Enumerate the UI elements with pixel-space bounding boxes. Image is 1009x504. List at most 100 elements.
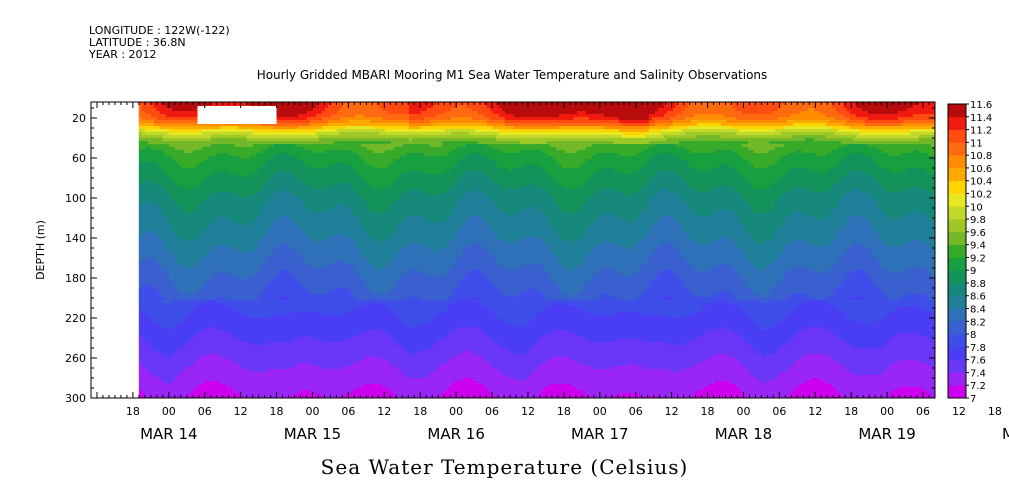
- colorbar-swatch: [948, 282, 966, 297]
- x-date-label: MAR 15: [284, 425, 341, 443]
- colorbar-tick-label: 10: [970, 202, 983, 213]
- colorbar-tick-label: 8.8: [970, 279, 986, 290]
- year-label: YEAR : 2012: [89, 49, 157, 61]
- colorbar-tick-label: 10.4: [970, 177, 992, 188]
- longitude-label: LONGITUDE : 122W(-122): [89, 25, 230, 37]
- colorbar-tick-label: 11.4: [970, 113, 992, 124]
- x-hour-tick-label: 00: [305, 405, 319, 418]
- x-hour-tick-label: 06: [485, 405, 499, 418]
- x-date-label: MAR 18: [715, 425, 772, 443]
- colorbar-tick-label: 8.6: [970, 292, 986, 303]
- colorbar-tick-label: 9.4: [970, 241, 986, 252]
- colorbar-swatch: [948, 180, 966, 194]
- colorbar-swatch: [948, 385, 966, 399]
- x-ticks: 18 00 06 12 18 00 06 12 18 00 06 12 18 00 06 12 18 00 06 12…: [90, 102, 1009, 443]
- colorbar-tick-label: 7.2: [970, 381, 986, 392]
- x-hour-tick-label: 12: [665, 405, 679, 418]
- colorbar-tick-label: 7.6: [970, 356, 986, 367]
- colorbar-tick-label: 11: [970, 138, 983, 149]
- x-hour-tick-label: 12: [952, 405, 966, 418]
- x-hour-tick-label: 00: [736, 405, 750, 418]
- colorbar-swatch: [948, 206, 966, 220]
- x-hour-tick-label: 06: [341, 405, 355, 418]
- x-hour-tick-label: 18: [270, 405, 284, 418]
- x-hour-tick-label: 06: [772, 405, 786, 418]
- colorbar-swatch: [948, 116, 966, 130]
- latitude-label: LATITUDE : 36.8N: [89, 37, 186, 49]
- x-hour-tick-label: 06: [198, 405, 212, 418]
- colorbar-frame: [947, 103, 967, 399]
- colorbar-swatch: [948, 257, 966, 271]
- colorbar-swatch: [948, 295, 966, 309]
- x-hour-tick-label: 06: [916, 405, 930, 418]
- colorbar-tick-label: 11.6: [970, 100, 992, 111]
- x-date-label: MAR 16: [427, 425, 484, 443]
- colorbar: 7 7.2 7.47.6 7.8 8 8.28.4 8.6 8.8 9 9.29.4 9.6 9.8 1…: [947, 100, 992, 405]
- colorbar-tick-label: 11.2: [970, 126, 992, 137]
- x-hour-tick-label: 00: [880, 405, 894, 418]
- y-tick-label: 60: [72, 152, 86, 165]
- chart-title: Hourly Gridded MBARI Mooring M1 Sea Wate…: [0, 68, 1009, 82]
- x-hour-tick-label: 18: [988, 405, 1002, 418]
- colorbar-tick-label: 7: [970, 394, 976, 405]
- colorbar-tick-label: 10.2: [970, 189, 992, 200]
- temperature-heatmap: [138, 102, 935, 398]
- y-tick-label: 20: [72, 112, 86, 125]
- x-hour-tick-label: 18: [126, 405, 140, 418]
- colorbar-swatch: [948, 359, 966, 373]
- x-hour-tick-label: 00: [162, 405, 176, 418]
- x-hour-tick-label: 18: [557, 405, 571, 418]
- colorbar-swatch: [948, 346, 966, 360]
- colorbar-tick-label: 8.4: [970, 305, 986, 316]
- colorbar-swatch: [948, 308, 966, 322]
- colorbar-swatch: [948, 244, 966, 258]
- x-axis-title: Sea Water Temperature (Celsius): [0, 455, 1009, 479]
- x-hour-tick-label: 00: [593, 405, 607, 418]
- colorbar-swatch: [948, 129, 966, 143]
- x-hour-tick-label: 12: [521, 405, 535, 418]
- colorbar-swatch: [948, 219, 966, 233]
- x-hour-tick-label: 06: [629, 405, 643, 418]
- y-tick-label: 100: [65, 192, 86, 205]
- y-tick-label: 220: [65, 312, 86, 325]
- colorbar-tick-label: 9: [970, 266, 976, 277]
- colorbar-tick-label: 7.8: [970, 343, 986, 354]
- colorbar-swatch: [948, 372, 966, 386]
- colorbar-tick-label: 9.8: [970, 215, 986, 226]
- y-tick-label: 300: [65, 392, 86, 405]
- y-tick-label: 140: [65, 232, 86, 245]
- colorbar-swatch: [948, 104, 966, 118]
- x-hour-tick-label: 00: [449, 405, 463, 418]
- colorbar-tick-label: 8.2: [970, 317, 986, 328]
- plot-frame: [90, 101, 936, 399]
- colorbar-tick-label: 7.4: [970, 368, 986, 379]
- colorbar-swatch: [948, 334, 966, 348]
- colorbar-tick-label: 8: [970, 330, 976, 341]
- colorbar-tick-label: 9.6: [970, 228, 986, 239]
- colorbar-swatch: [948, 155, 966, 169]
- colorbar-tick-label: 10.8: [970, 151, 992, 162]
- y-tick-label: 180: [65, 272, 86, 285]
- x-hour-tick-label: 12: [234, 405, 248, 418]
- y-ticks: 20 60 100 140 180 220 260 300: [65, 107, 935, 405]
- x-hour-tick-label: 18: [701, 405, 715, 418]
- x-hour-tick-label: 18: [844, 405, 858, 418]
- x-hour-tick-label: 12: [808, 405, 822, 418]
- colorbar-swatch: [948, 231, 966, 245]
- colorbar-tick-label: 10.6: [970, 164, 992, 175]
- x-hour-tick-label: 18: [413, 405, 427, 418]
- x-date-label: MAR 14: [140, 425, 197, 443]
- colorbar-tick-label: 9.2: [970, 253, 986, 264]
- colorbar-swatch: [948, 270, 966, 284]
- colorbar-swatch: [948, 142, 966, 156]
- y-axis-label: DEPTH (m): [34, 220, 47, 280]
- x-date-label: MAR 19: [858, 425, 915, 443]
- y-tick-label: 260: [65, 352, 86, 365]
- x-date-label: MAR 17: [571, 425, 628, 443]
- x-date-label: MAR 20: [1002, 425, 1009, 443]
- colorbar-swatch: [948, 167, 966, 181]
- colorbar-swatch: [948, 193, 966, 207]
- x-hour-tick-label: 12: [377, 405, 391, 418]
- colorbar-swatch: [948, 321, 966, 335]
